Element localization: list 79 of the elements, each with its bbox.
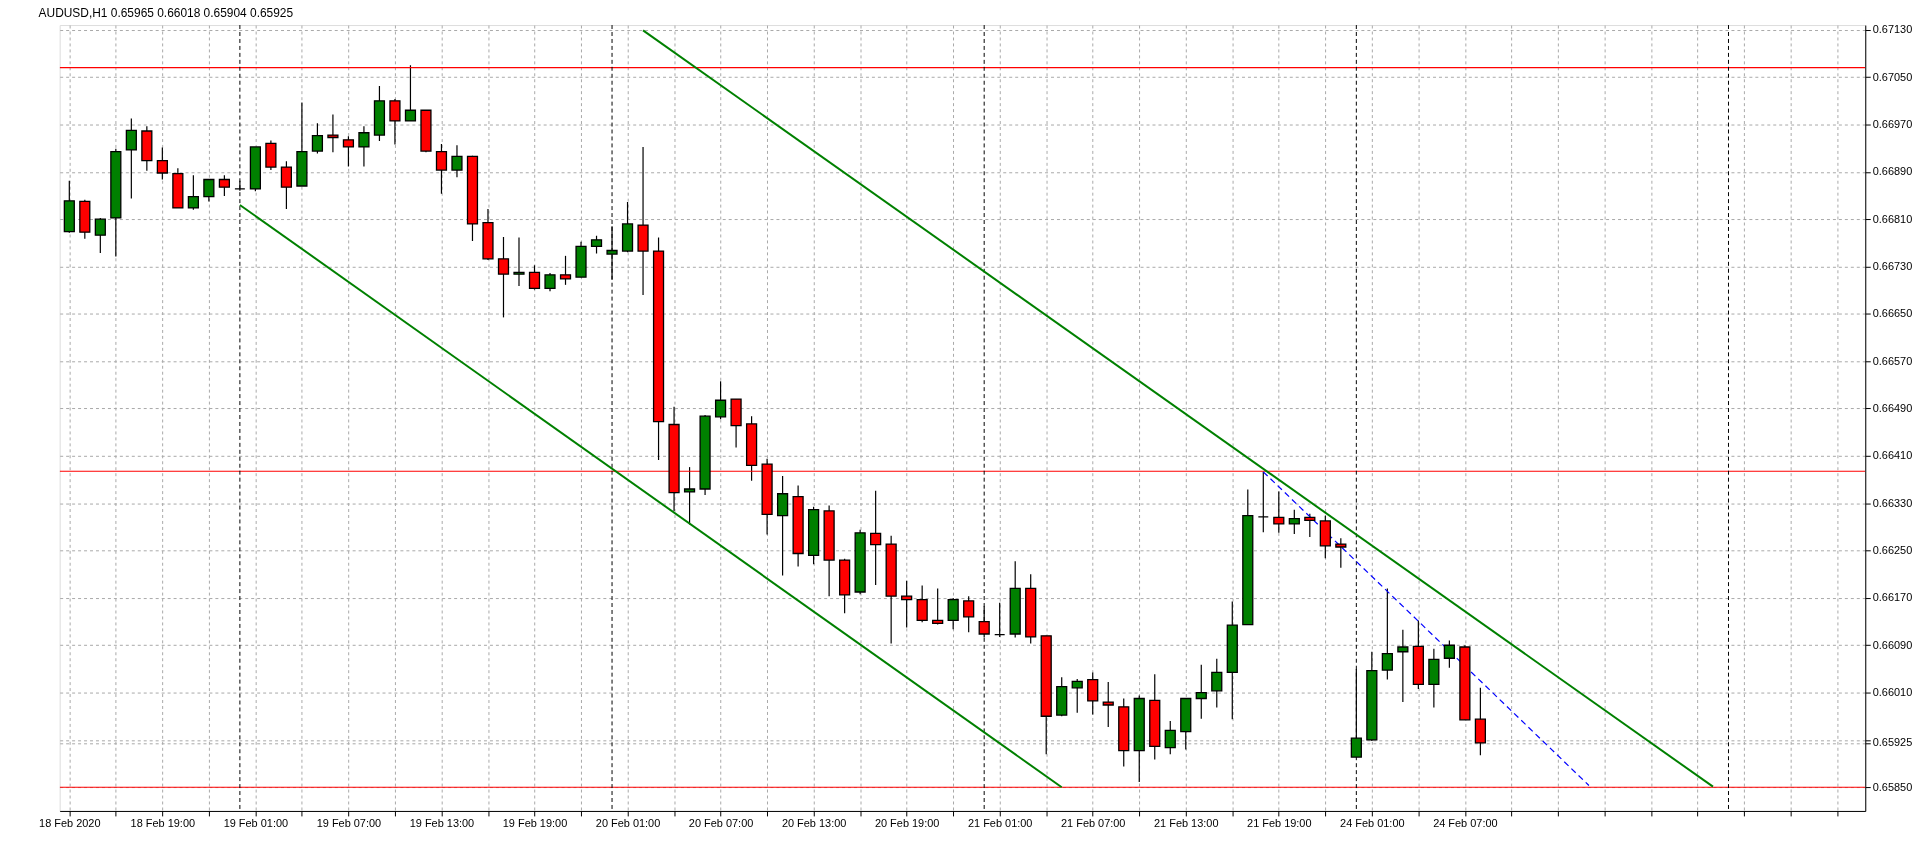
candlestick [1257, 471, 1269, 533]
candlestick [1164, 720, 1176, 755]
candlestick [1443, 639, 1455, 669]
x-tick-label: 19 Feb 13:00 [409, 817, 475, 830]
y-tick-label: 0.66330 [1872, 496, 1913, 509]
candlestick [947, 597, 959, 630]
x-tick-label: 18 Feb 2020 [39, 817, 101, 830]
candlestick [513, 236, 525, 287]
candlestick [451, 144, 463, 178]
x-tick-label: 21 Feb 07:00 [1060, 817, 1126, 830]
x-tick-label: 20 Feb 19:00 [874, 817, 940, 830]
x-tick-label: 19 Feb 07:00 [316, 817, 382, 830]
x-tick-label: 19 Feb 19:00 [502, 817, 568, 830]
candlestick [435, 143, 448, 195]
candlestick [389, 98, 401, 146]
candlestick [994, 602, 1006, 638]
candlestick [156, 146, 168, 181]
candlestick [1397, 629, 1409, 703]
candlestick [776, 475, 789, 577]
y-tick-label: 0.66410 [1872, 449, 1913, 462]
candlestick [1211, 658, 1223, 708]
candlestick [404, 64, 417, 122]
x-tick-label: 24 Feb 07:00 [1433, 817, 1498, 830]
y-tick-label: 0.65850 [1872, 780, 1913, 793]
candlestick [218, 174, 230, 197]
candlestick [94, 217, 106, 254]
y-tick-label: 0.66650 [1872, 307, 1913, 320]
candlestick [265, 139, 277, 171]
candlestick [559, 255, 572, 286]
y-tick-label: 0.65925 [1872, 736, 1913, 749]
candlestick [901, 580, 913, 629]
candlestick [203, 178, 215, 202]
candlestick [932, 587, 944, 626]
y-tick-label: 0.66890 [1872, 165, 1913, 178]
x-tick-label: 21 Feb 01:00 [967, 817, 1033, 830]
candlestick [714, 380, 727, 420]
candlestick [1273, 490, 1285, 534]
x-tick-label: 24 Feb 01:00 [1340, 817, 1405, 830]
x-tick-label: 20 Feb 07:00 [688, 817, 754, 830]
x-tick-label: 20 Feb 13:00 [781, 817, 847, 830]
candlestick [1288, 509, 1300, 535]
candlestick [327, 113, 339, 153]
x-tick-label: 20 Feb 01:00 [595, 817, 661, 830]
candlestick [916, 584, 928, 623]
candlestick [497, 236, 510, 318]
candlestick [1102, 681, 1114, 728]
candlestick [1335, 537, 1347, 569]
y-tick-label: 0.67050 [1872, 70, 1913, 83]
candlestick [1304, 513, 1316, 538]
candlestick [342, 135, 355, 168]
y-tick-label: 0.66170 [1872, 591, 1913, 604]
candlestick [280, 160, 293, 210]
x-tick-label: 19 Feb 01:00 [223, 817, 289, 830]
y-tick-label: 0.66970 [1872, 117, 1913, 130]
candlestick [1071, 678, 1083, 714]
candlestick [358, 125, 370, 168]
y-tick-label: 0.66490 [1872, 402, 1913, 415]
candlestick [1474, 687, 1487, 756]
y-tick-label: 0.66010 [1872, 686, 1913, 699]
candlestick [311, 122, 324, 155]
candlestick [1087, 671, 1099, 716]
x-tick-label: 18 Feb 19:00 [130, 817, 196, 830]
candlestick [870, 490, 882, 586]
candlestick [187, 174, 199, 211]
x-tick-label: 21 Feb 19:00 [1247, 817, 1312, 830]
y-tick-label: 0.67130 [1872, 23, 1913, 36]
x-tick-label: 21 Feb 13:00 [1154, 817, 1219, 830]
candlestick [125, 117, 137, 200]
candlestick [544, 272, 556, 292]
y-tick-label: 0.66090 [1872, 638, 1913, 651]
candlestick [963, 595, 975, 633]
y-tick-label: 0.66810 [1872, 212, 1913, 225]
chart-title: AUDUSD,H1 0.65965 0.66018 0.65904 0.65925 [38, 5, 294, 20]
y-tick-label: 0.66730 [1872, 259, 1913, 272]
y-tick-label: 0.66250 [1872, 544, 1913, 557]
candlestick [1381, 587, 1393, 681]
candlestick [528, 264, 541, 291]
candlestick [1195, 664, 1207, 720]
y-tick-label: 0.66570 [1872, 354, 1913, 367]
